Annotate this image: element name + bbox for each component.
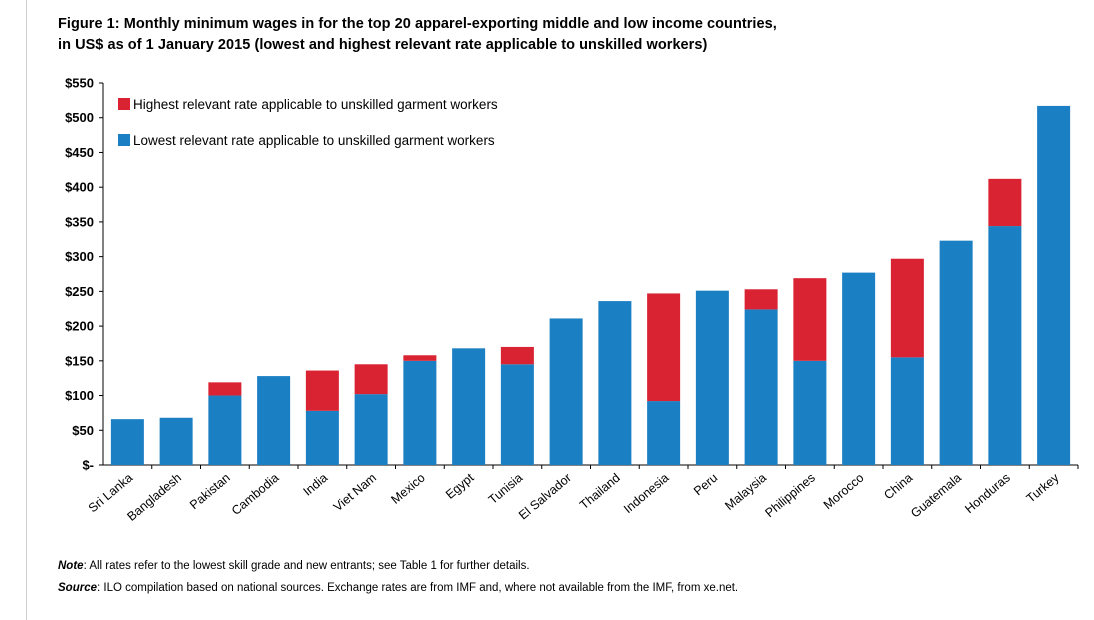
bar-chart: $- $50 $100 $150 $200 $250 $300 $350 $400 $450 $50… <box>65 76 1079 524</box>
y-tick-label: $450 <box>65 145 94 160</box>
chart-source: Source: ILO compilation based on nationa… <box>58 582 738 594</box>
bar-lowest-rate <box>403 360 437 465</box>
bar-lowest-rate <box>500 364 534 465</box>
source-label: Source <box>58 582 97 594</box>
y-tick-label: $250 <box>65 284 94 299</box>
x-tick-label: China <box>881 471 915 503</box>
y-tick-label: $350 <box>65 214 94 229</box>
bar-lowest-rate <box>1037 105 1071 466</box>
x-tick-label: Mexico <box>388 471 427 507</box>
bar-lowest-rate <box>744 309 778 465</box>
x-tick-label: Morocco <box>821 471 867 513</box>
note-text: : All rates refer to the lowest skill gr… <box>83 560 530 572</box>
y-tick-label: $100 <box>65 388 94 403</box>
note-label: Note <box>58 560 84 572</box>
x-tick-label: Viet Nam <box>331 471 379 515</box>
bar-lowest-rate <box>793 360 827 465</box>
bar-highest-rate <box>305 370 339 411</box>
bar-lowest-rate <box>159 417 193 465</box>
x-tick-label: Pakistan <box>187 471 233 513</box>
bar-highest-rate <box>890 258 924 358</box>
bar-lowest-rate <box>598 301 632 465</box>
bar-highest-rate <box>500 346 534 365</box>
source-text: : ILO compilation based on national sour… <box>97 582 739 594</box>
x-tick-label: Tunisia <box>486 471 526 507</box>
x-tick-label: Guatemala <box>908 471 964 521</box>
bar-highest-rate <box>354 364 388 395</box>
legend-swatch <box>118 98 130 110</box>
y-tick-label: $50 <box>72 423 94 438</box>
bar-highest-rate <box>988 178 1022 227</box>
x-tick-label: Turkey <box>1024 470 1062 505</box>
x-tick-label: Egypt <box>443 470 477 502</box>
y-tick-label: $200 <box>65 319 94 334</box>
x-tick-label: Bangladesh <box>124 471 184 524</box>
y-tick-label: $500 <box>65 110 94 125</box>
bar-lowest-rate <box>110 419 144 465</box>
bar-highest-rate <box>744 289 778 310</box>
bar-lowest-rate <box>354 394 388 465</box>
bar-highest-rate <box>403 355 437 361</box>
x-tick-label: Philippines <box>762 471 817 521</box>
chart-title-line-2: in US$ as of 1 January 2015 (lowest and … <box>58 37 708 53</box>
figure-frame <box>26 0 1094 620</box>
x-tick-label: El Salvador <box>516 471 574 523</box>
bar-lowest-rate <box>842 272 876 465</box>
x-tick-label: Sri Lanka <box>86 471 135 516</box>
bar-lowest-rate <box>890 357 924 465</box>
bar-highest-rate <box>647 293 681 402</box>
bar-lowest-rate <box>647 401 681 465</box>
y-tick-label: $400 <box>65 180 94 195</box>
chart-note: Note: All rates refer to the lowest skil… <box>58 560 530 572</box>
x-tick-label: Indonesia <box>621 471 672 517</box>
bar-lowest-rate <box>208 395 242 465</box>
x-tick-label: Peru <box>691 471 720 499</box>
legend-label: Lowest relevant rate applicable to unski… <box>133 133 495 148</box>
bar-highest-rate <box>208 382 242 396</box>
legend-label: Highest relevant rate applicable to unsk… <box>133 97 498 112</box>
chart-title-line-1: Figure 1: Monthly minimum wages in for t… <box>58 16 777 32</box>
bar-lowest-rate <box>549 318 583 465</box>
y-tick-label: $300 <box>65 249 94 264</box>
y-tick-label: $550 <box>65 76 94 91</box>
bar-lowest-rate <box>452 348 486 465</box>
bar-lowest-rate <box>257 376 291 465</box>
bar-lowest-rate <box>305 410 339 465</box>
bar-lowest-rate <box>988 226 1022 465</box>
x-tick-label: Honduras <box>962 471 1013 517</box>
bar-lowest-rate <box>695 290 729 465</box>
y-tick-label: $150 <box>65 353 94 368</box>
x-tick-label: Thailand <box>577 471 623 513</box>
x-tick-label: Malaysia <box>722 471 769 513</box>
legend-swatch <box>118 134 130 146</box>
x-tick-label: India <box>301 471 331 499</box>
x-tick-label: Cambodia <box>229 471 282 518</box>
bar-highest-rate <box>793 278 827 361</box>
bar-lowest-rate <box>939 240 973 465</box>
y-tick-label: $- <box>82 458 94 473</box>
